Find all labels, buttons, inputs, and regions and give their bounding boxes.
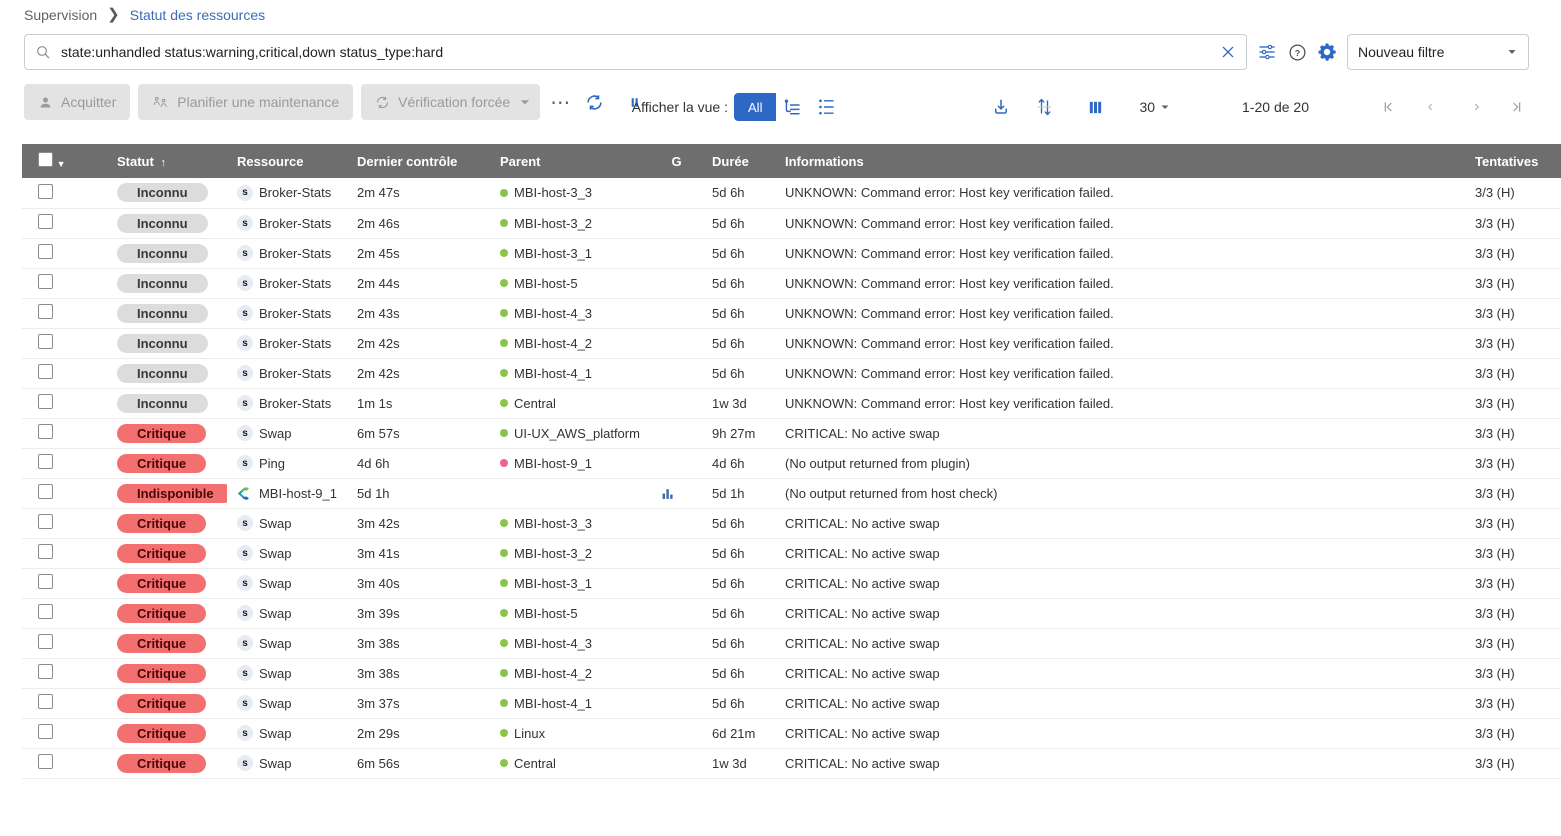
svg-text:?: ? xyxy=(1294,48,1299,58)
